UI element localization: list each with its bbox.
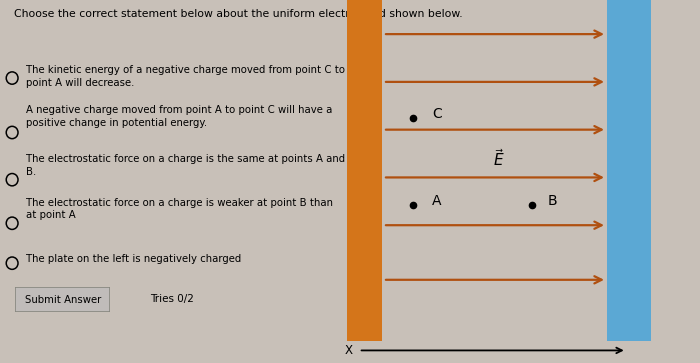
Text: $\vec{E}$: $\vec{E}$ <box>493 148 505 169</box>
Text: A: A <box>432 194 441 208</box>
Bar <box>607 0 651 341</box>
Text: The kinetic energy of a negative charge moved from point C to
point A will decre: The kinetic energy of a negative charge … <box>26 65 345 88</box>
Text: A negative charge moved from point A to point C will have a
positive change in p: A negative charge moved from point A to … <box>26 105 332 128</box>
Text: Submit Answer: Submit Answer <box>25 295 101 305</box>
Text: X: X <box>344 344 353 357</box>
FancyBboxPatch shape <box>15 287 110 312</box>
Text: B: B <box>547 194 557 208</box>
Text: The plate on the left is negatively charged: The plate on the left is negatively char… <box>26 254 242 264</box>
Text: Choose the correct statement below about the uniform electric field shown below.: Choose the correct statement below about… <box>14 9 463 19</box>
Text: The electrostatic force on a charge is weaker at point B than
at point A: The electrostatic force on a charge is w… <box>26 198 333 220</box>
Text: C: C <box>432 107 442 121</box>
Text: Tries 0/2: Tries 0/2 <box>150 294 195 305</box>
Text: The electrostatic force on a charge is the same at points A and
B.: The electrostatic force on a charge is t… <box>26 154 345 177</box>
Bar <box>346 0 382 341</box>
